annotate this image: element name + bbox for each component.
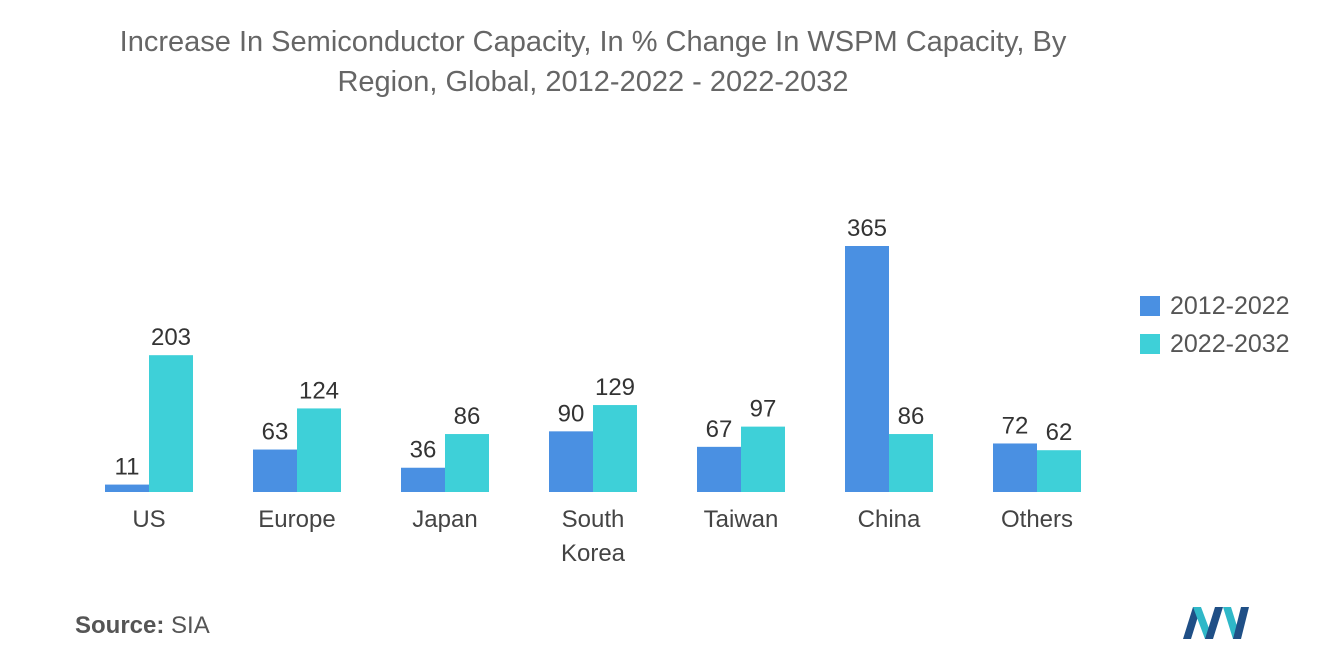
source-label: Source: <box>75 612 165 639</box>
legend-item-series-2: 2022-2032 <box>1140 325 1290 363</box>
data-label-2-5: 86 <box>898 403 925 430</box>
brand-logo-icon <box>1183 607 1249 639</box>
chart-title-line-1: Increase In Semiconductor Capacity, In %… <box>119 26 1067 58</box>
data-label-2-0: 203 <box>151 324 191 351</box>
bar-2-1 <box>297 408 341 492</box>
data-label-1-3: 90 <box>558 400 585 427</box>
bar-2-5 <box>889 434 933 492</box>
bar-2-0 <box>149 355 193 492</box>
bar-2-2 <box>445 434 489 492</box>
category-label-3-0: South <box>562 506 625 533</box>
data-label-1-1: 63 <box>262 419 289 446</box>
data-label-2-4: 97 <box>750 396 777 423</box>
data-label-1-6: 72 <box>1002 412 1029 439</box>
bar-1-0 <box>105 484 149 492</box>
legend-label-series-1: 2012-2022 <box>1170 291 1290 320</box>
chart-title: Increase In Semiconductor Capacity, In %… <box>0 22 1186 102</box>
source-value: SIA <box>171 612 210 639</box>
bar-1-4 <box>697 446 741 492</box>
bar-1-2 <box>401 467 445 492</box>
legend-label-series-2: 2022-2032 <box>1170 329 1290 358</box>
category-label-5: China <box>858 506 921 533</box>
legend: 2012-2022 2022-2032 <box>1140 287 1290 363</box>
chart-title-line-2: Region, Global, 2012-2022 - 2022-2032 <box>337 66 849 98</box>
bar-2-6 <box>1037 450 1081 492</box>
bar-1-1 <box>253 449 297 492</box>
bar-1-3 <box>549 431 593 492</box>
category-label-1: Europe <box>258 506 335 533</box>
category-label-3-1: Korea <box>561 540 626 567</box>
category-label-2: Japan <box>412 506 477 533</box>
data-label-1-5: 365 <box>847 215 887 242</box>
source-note: Source: SIA <box>75 612 210 640</box>
bar-2-3 <box>593 405 637 492</box>
data-label-1-2: 36 <box>410 437 437 464</box>
category-label-0: US <box>132 506 165 533</box>
bar-2-4 <box>741 426 785 492</box>
data-label-2-1: 124 <box>299 377 339 404</box>
data-label-2-2: 86 <box>454 403 481 430</box>
legend-item-series-1: 2012-2022 <box>1140 287 1290 325</box>
bar-1-5 <box>845 246 889 492</box>
data-label-1-4: 67 <box>706 416 733 443</box>
data-label-1-0: 11 <box>115 454 140 481</box>
data-label-2-6: 62 <box>1046 419 1073 446</box>
legend-swatch-series-1 <box>1140 296 1160 316</box>
data-label-2-3: 129 <box>595 374 635 401</box>
legend-swatch-series-2 <box>1140 334 1160 354</box>
category-label-6: Others <box>1001 506 1073 533</box>
category-label-4: Taiwan <box>704 506 779 533</box>
bar-1-6 <box>993 443 1037 492</box>
